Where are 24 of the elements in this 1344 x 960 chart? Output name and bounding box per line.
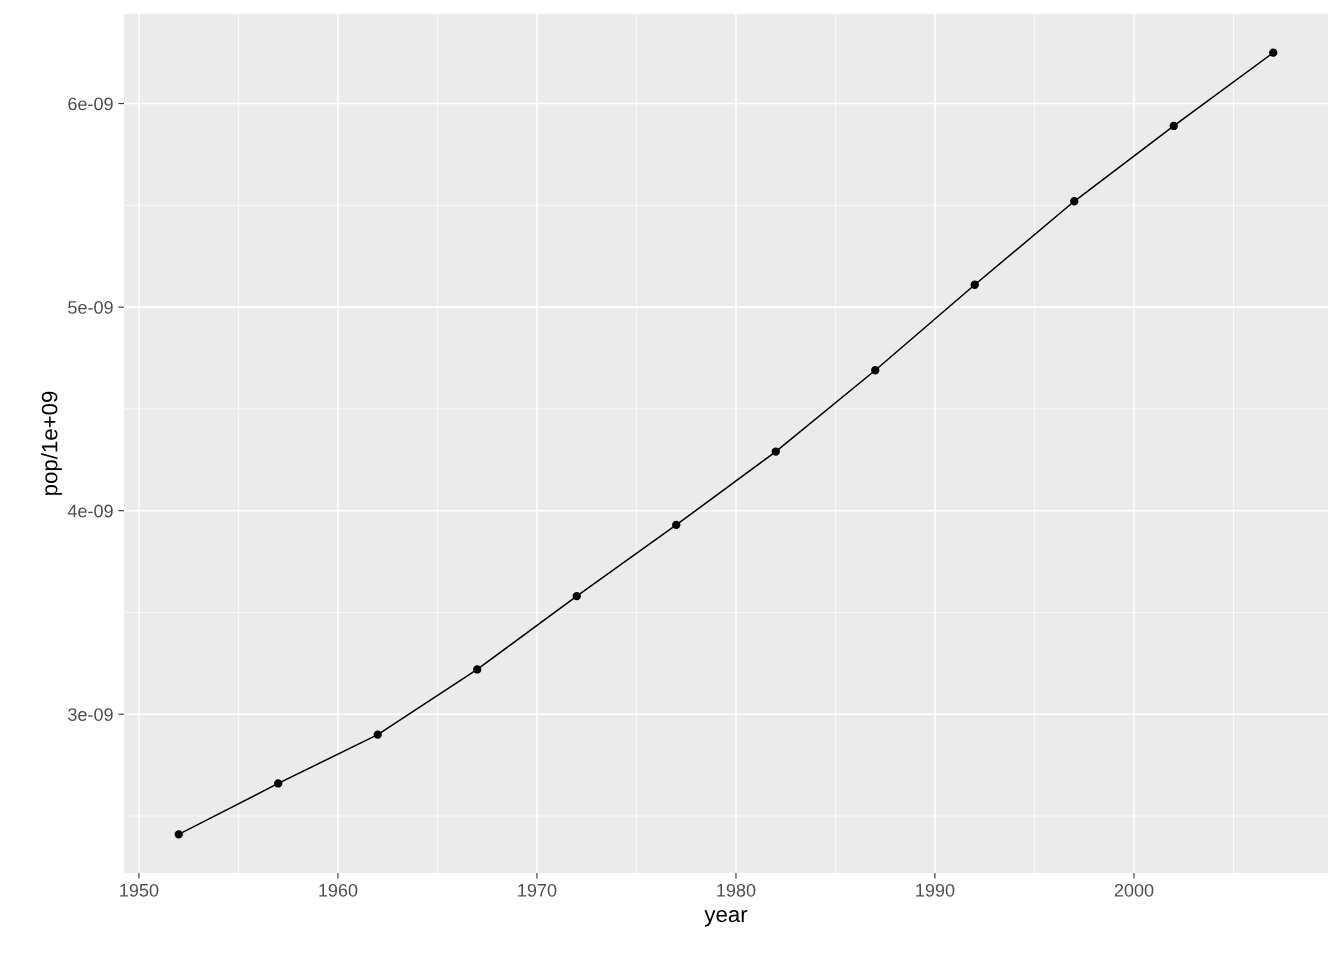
x-tick-label: 1950 xyxy=(120,883,159,897)
y-tick-label: 6e-09 xyxy=(68,97,113,111)
point xyxy=(274,779,283,788)
point xyxy=(1169,121,1178,131)
point xyxy=(572,591,581,601)
x-tick-label: 1960 xyxy=(319,883,358,897)
point xyxy=(174,830,183,839)
x-tick-label: 1970 xyxy=(518,883,557,897)
x-axis-title: year xyxy=(704,909,748,927)
y-tick-label: 5e-09 xyxy=(68,301,113,314)
point xyxy=(771,447,780,456)
point xyxy=(1269,48,1278,57)
y-axis-title: pop/1e+09 xyxy=(41,391,62,495)
x-tick-label: 1990 xyxy=(916,883,955,897)
x-tick-label: 1980 xyxy=(717,883,756,897)
point xyxy=(473,665,482,674)
point xyxy=(672,520,681,530)
y-tick-label: 4e-09 xyxy=(67,504,113,518)
point xyxy=(1070,197,1079,206)
point xyxy=(373,730,382,739)
point xyxy=(871,366,880,375)
x-tick-label: 2000 xyxy=(1114,883,1154,897)
point xyxy=(970,280,979,289)
y-tick-label: 3e-09 xyxy=(68,708,113,721)
